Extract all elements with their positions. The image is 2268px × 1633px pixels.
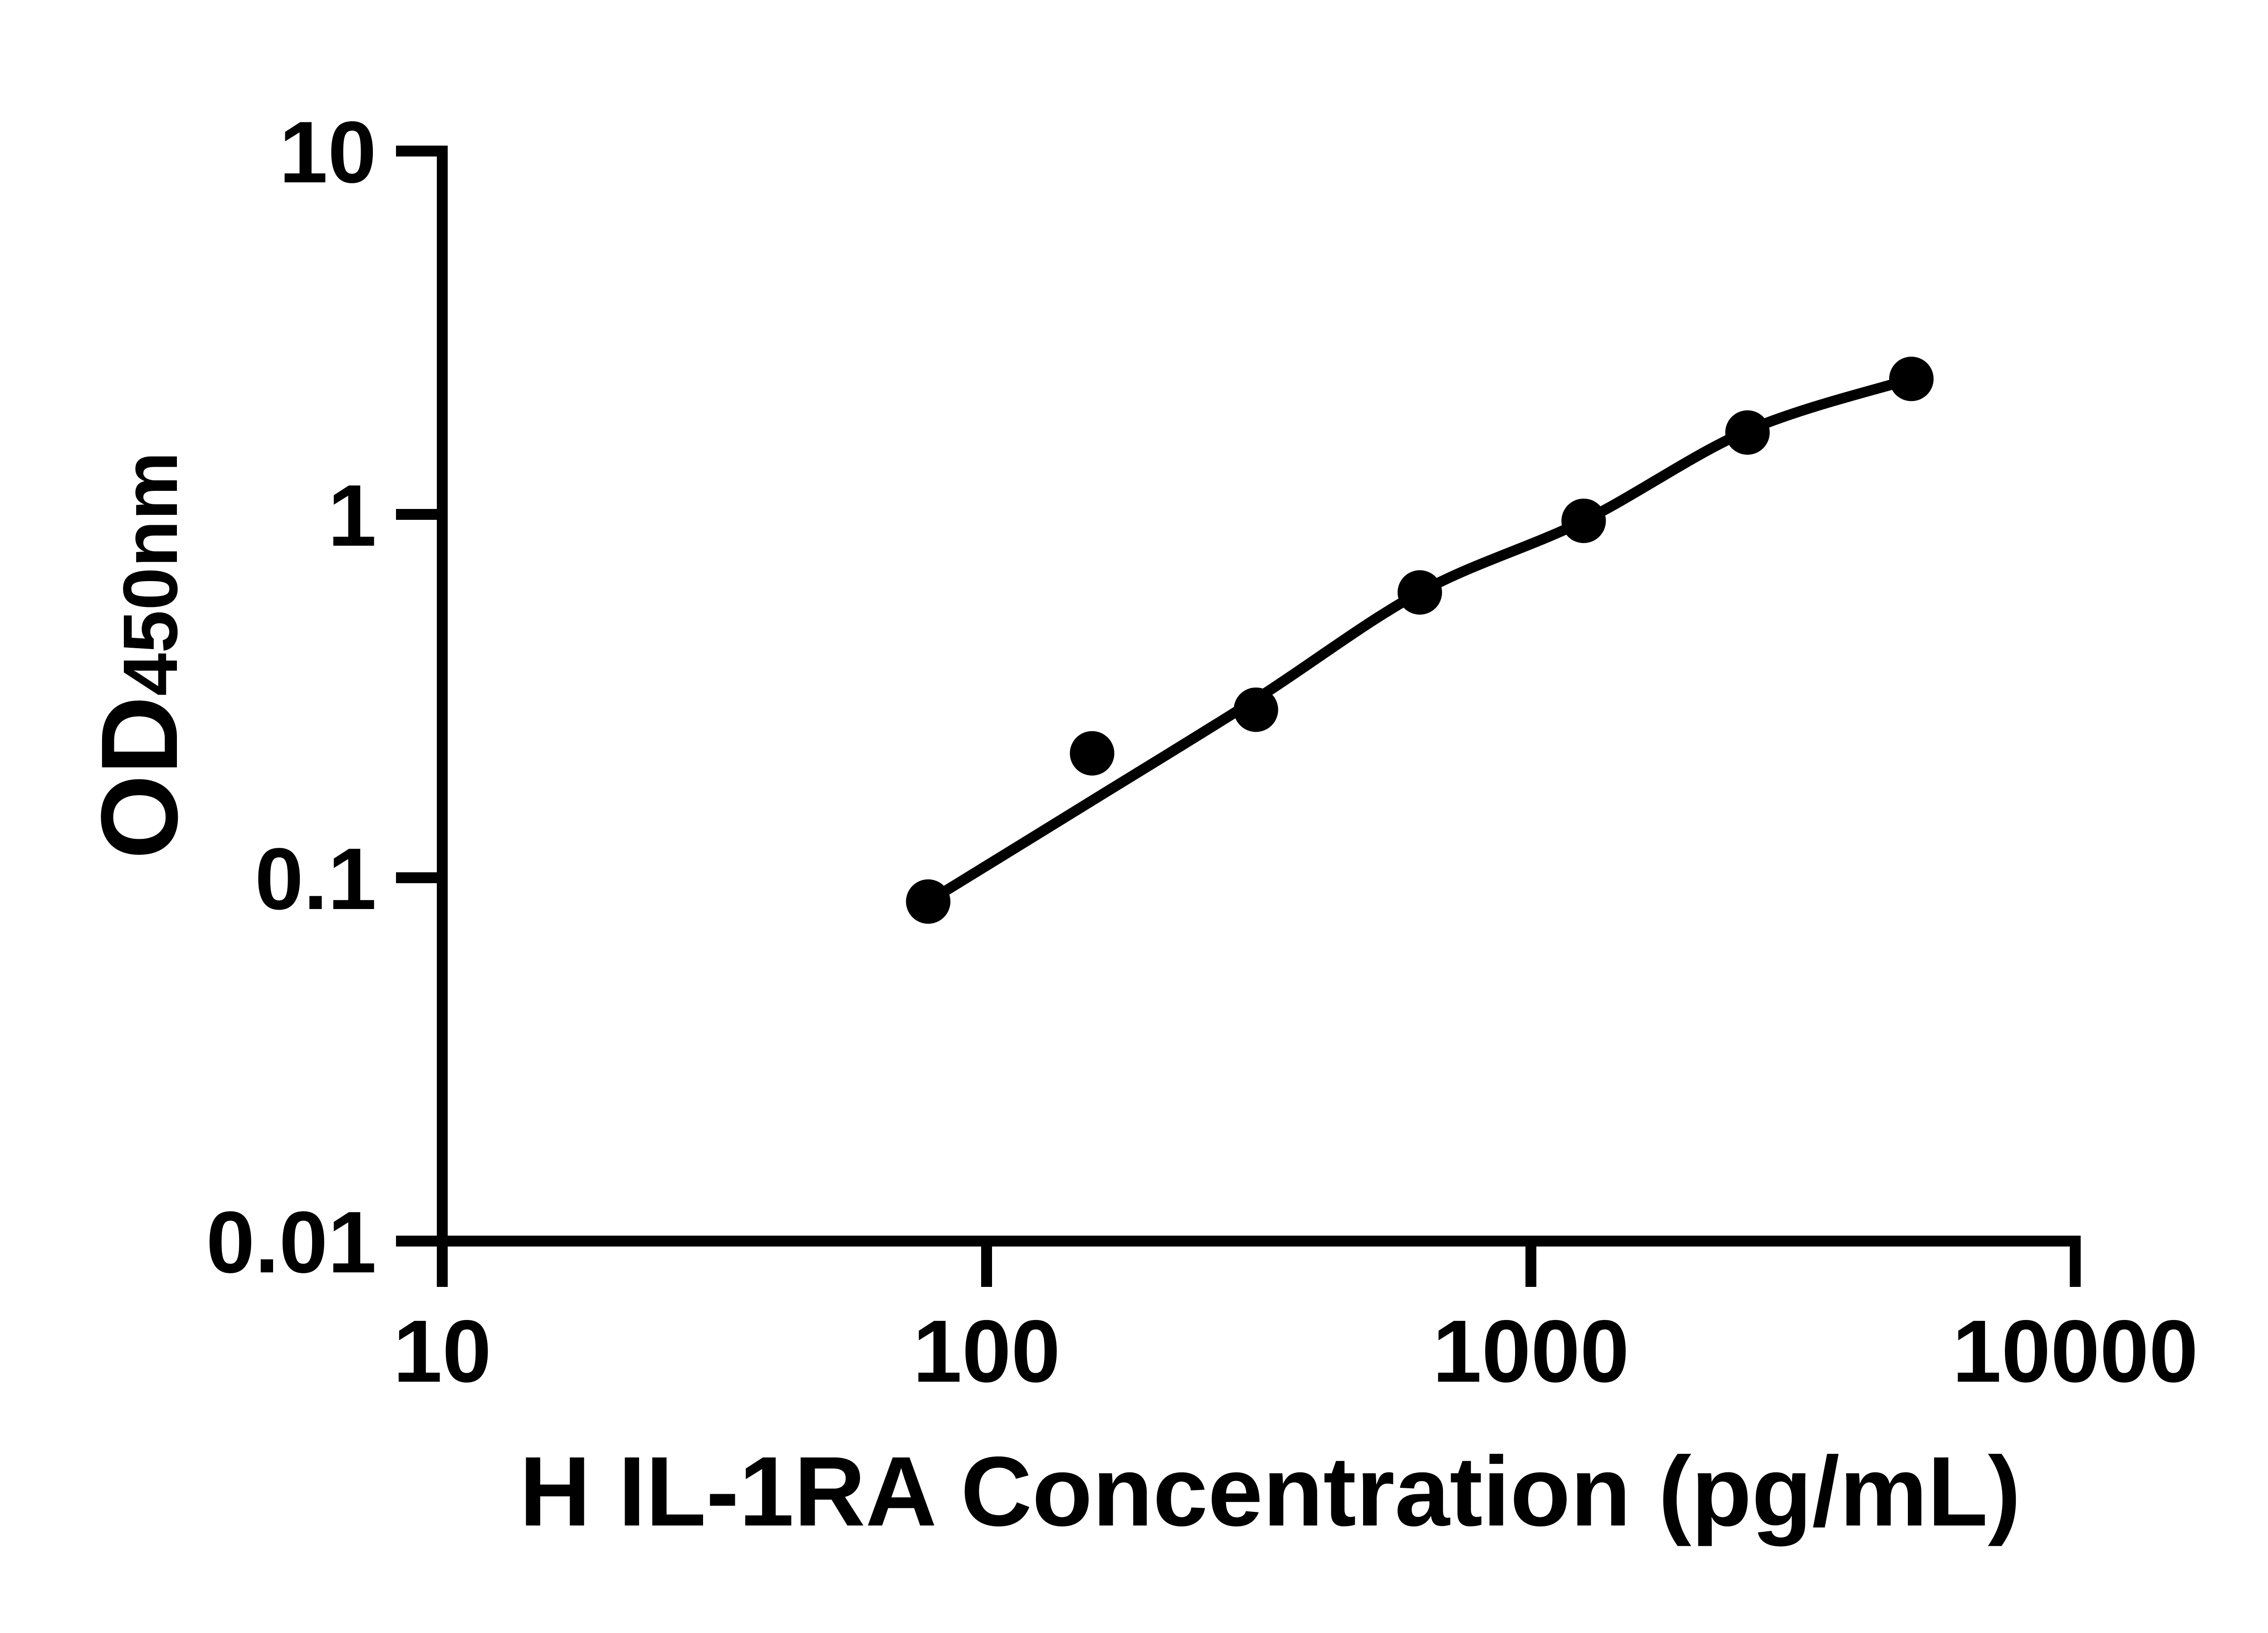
y-tick-label: 0.01 <box>206 1193 376 1291</box>
data-point-marker <box>1725 410 1770 455</box>
data-points-group <box>906 357 1934 924</box>
y-axis-title-main: OD <box>78 696 200 859</box>
data-point-marker <box>1889 357 1934 401</box>
x-tick-label: 10000 <box>1952 1302 2198 1401</box>
y-tick-label: 1 <box>328 466 376 564</box>
y-axis-title: OD450nm <box>78 452 200 860</box>
y-tick-label: 0.1 <box>255 830 376 928</box>
data-point-marker <box>1398 570 1442 615</box>
y-tick-label: 10 <box>279 103 376 201</box>
x-tick-label: 10 <box>393 1302 492 1401</box>
x-tick-label: 100 <box>913 1302 1060 1401</box>
data-point-marker <box>1070 731 1114 776</box>
data-point-marker <box>906 879 951 924</box>
data-point-marker <box>1233 687 1278 732</box>
x-tick-label: 1000 <box>1432 1302 1629 1401</box>
axes <box>396 146 2081 1287</box>
y-axis-title-subscript: 450nm <box>108 452 194 696</box>
x-axis-title: H IL-1RA Concentration (pg/mL) <box>519 1437 2021 1547</box>
data-point-marker <box>1561 499 1606 543</box>
